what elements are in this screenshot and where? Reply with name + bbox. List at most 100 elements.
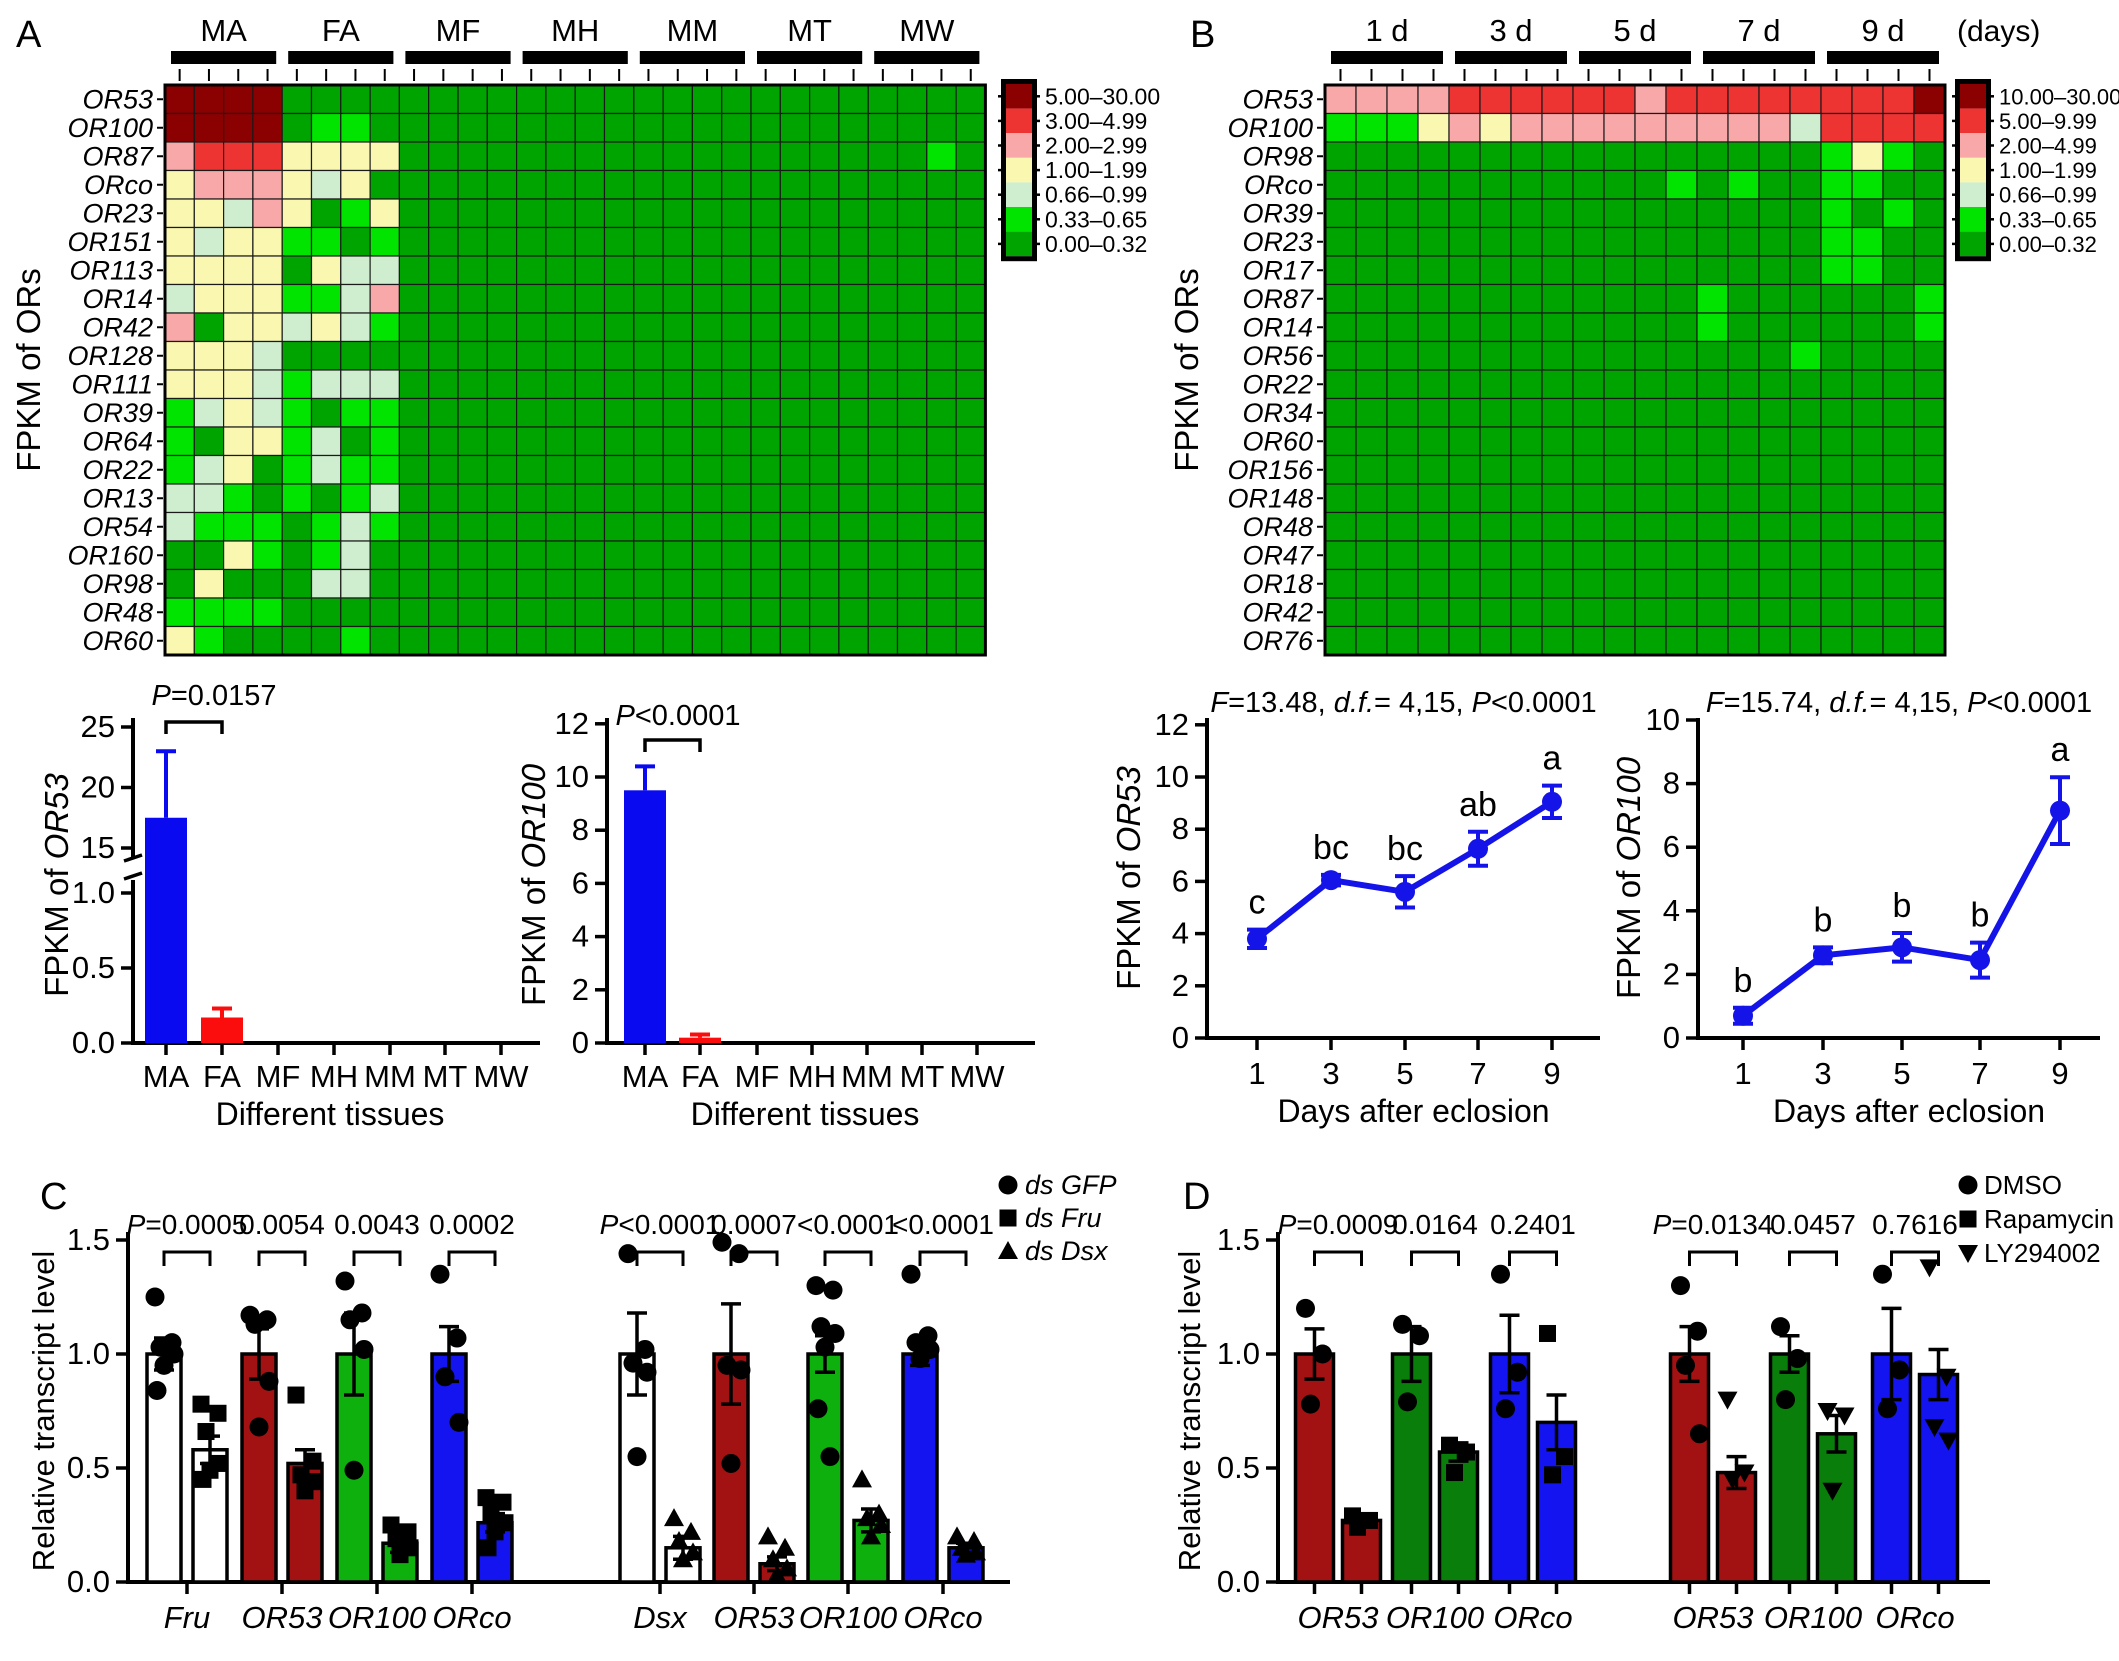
- point-circle: [259, 1371, 279, 1391]
- heatmap-cell: [1696, 198, 1729, 229]
- row-label: OR60: [82, 626, 153, 656]
- heatmap-cell: [1417, 511, 1450, 542]
- x-tick-label: MH: [310, 1059, 358, 1094]
- data-line: [1255, 799, 1554, 942]
- point-triangle-down: [1822, 1482, 1843, 1501]
- heatmap-cell: [662, 169, 693, 200]
- bar: [145, 817, 187, 1043]
- heatmap-cell: [1324, 397, 1357, 428]
- heatmap-cell: [808, 369, 840, 400]
- heatmap-cell: [252, 625, 283, 656]
- heatmap-cell: [1510, 397, 1543, 428]
- heatmap-cell: [1665, 540, 1698, 571]
- heatmap-cell: [1355, 198, 1388, 229]
- heatmap-cell: [1820, 226, 1853, 257]
- heatmap-cell: [808, 112, 840, 143]
- heatmap-cell: [1851, 454, 1884, 485]
- heatmap-cell: [603, 511, 635, 542]
- heatmap-cell: [1882, 625, 1915, 656]
- heatmap-cell: [808, 169, 840, 200]
- heatmap-cell: [310, 84, 342, 115]
- y-tick-label: 8: [572, 812, 589, 847]
- y-tick-label: 10: [555, 759, 589, 794]
- row-label: OR22: [82, 455, 153, 485]
- heatmap-cell: [750, 397, 781, 428]
- heatmap-cell: [1882, 84, 1915, 115]
- point-square: [486, 1523, 504, 1541]
- heatmap-cell: [1417, 540, 1450, 571]
- heatmap-cell: [1696, 540, 1729, 571]
- heatmap-cell: [310, 511, 342, 542]
- significance-letter: a: [1543, 740, 1562, 778]
- heatmap-cell: [340, 169, 371, 200]
- row-label: OR14: [1242, 312, 1313, 342]
- y-tick-label: 4: [572, 919, 589, 954]
- point-circle: [1296, 1298, 1315, 1318]
- point-square: [304, 1452, 322, 1470]
- heatmap-cell: [252, 483, 283, 514]
- heatmap-cell: [1355, 369, 1388, 400]
- heatmap-cell: [662, 597, 693, 628]
- y-tick-label: 1.0: [72, 875, 115, 910]
- p-value: P<0.0001: [600, 1209, 721, 1240]
- heatmap-cell: [1417, 141, 1450, 172]
- heatmap-cell: [1727, 112, 1760, 143]
- x-tick-label: MM: [841, 1059, 893, 1094]
- group-label: ORco: [1875, 1600, 1954, 1635]
- heatmap-cell: [955, 597, 986, 628]
- point-circle: [901, 1264, 921, 1284]
- heatmap-cell: [1789, 454, 1822, 485]
- heatmap-cell: [1386, 340, 1419, 371]
- heatmap-cell: [486, 511, 518, 542]
- heatmap-cell: [603, 198, 635, 229]
- x-tick-label: 1: [1734, 1056, 1751, 1091]
- heatmap-cell: [633, 369, 664, 400]
- heatmap-cell: [574, 283, 606, 314]
- heatmap-cell: [1696, 511, 1729, 542]
- y-tick-label: 1.5: [67, 1222, 110, 1257]
- heatmap-cell: [223, 112, 254, 143]
- heatmap-cell: [721, 511, 752, 542]
- significance-bracket: [447, 1250, 497, 1266]
- heatmap-cell: [1324, 312, 1357, 343]
- heatmap-cell: [1634, 511, 1667, 542]
- heatmap-cell: [1510, 312, 1543, 343]
- heatmap-cell: [1479, 283, 1512, 314]
- heatmap-cell: [574, 483, 606, 514]
- point-triangle-down: [1834, 1407, 1855, 1426]
- heatmap-cell: [1479, 568, 1512, 599]
- legend-label: Rapamycin: [1984, 1204, 2114, 1234]
- heatmap-cell: [486, 597, 518, 628]
- column-group-label: MH: [551, 13, 599, 48]
- panel-d-label: D: [1183, 1176, 1211, 1218]
- heatmap-cell: [1510, 340, 1543, 371]
- point-triangle-up: [669, 1530, 689, 1549]
- heatmap-cell: [603, 483, 635, 514]
- heatmap-cell: [281, 255, 313, 286]
- heatmap-cell: [1541, 397, 1574, 428]
- heatmap-cell: [1417, 454, 1450, 485]
- heatmap-cell: [369, 112, 401, 143]
- legend-label: 0.33–0.65: [1999, 207, 2097, 232]
- heatmap-cell: [515, 625, 547, 656]
- heatmap-cell: [633, 141, 664, 172]
- heatmap-cell: [398, 283, 430, 314]
- heatmap-cell: [1789, 283, 1822, 314]
- heatmap-cell: [1820, 112, 1853, 143]
- heatmap-cell: [633, 597, 664, 628]
- heatmap-cell: [223, 540, 254, 571]
- heatmap-cell: [1479, 597, 1512, 628]
- heatmap-cell: [1572, 369, 1605, 400]
- heatmap-cell: [369, 511, 401, 542]
- heatmap-cell: [1634, 540, 1667, 571]
- heatmap-cell: [428, 454, 459, 485]
- heatmap-cell: [1448, 511, 1481, 542]
- p-value: P=0.0134: [1653, 1209, 1774, 1240]
- stats-label: F=13.48, d.f.= 4,15, P<0.0001: [1210, 687, 1596, 719]
- y-tick-label: 25: [81, 709, 115, 744]
- heatmap-cell: [1355, 169, 1388, 200]
- heatmap-cell: [1572, 511, 1605, 542]
- point-circle: [637, 1362, 657, 1382]
- heatmap-cell: [1510, 454, 1543, 485]
